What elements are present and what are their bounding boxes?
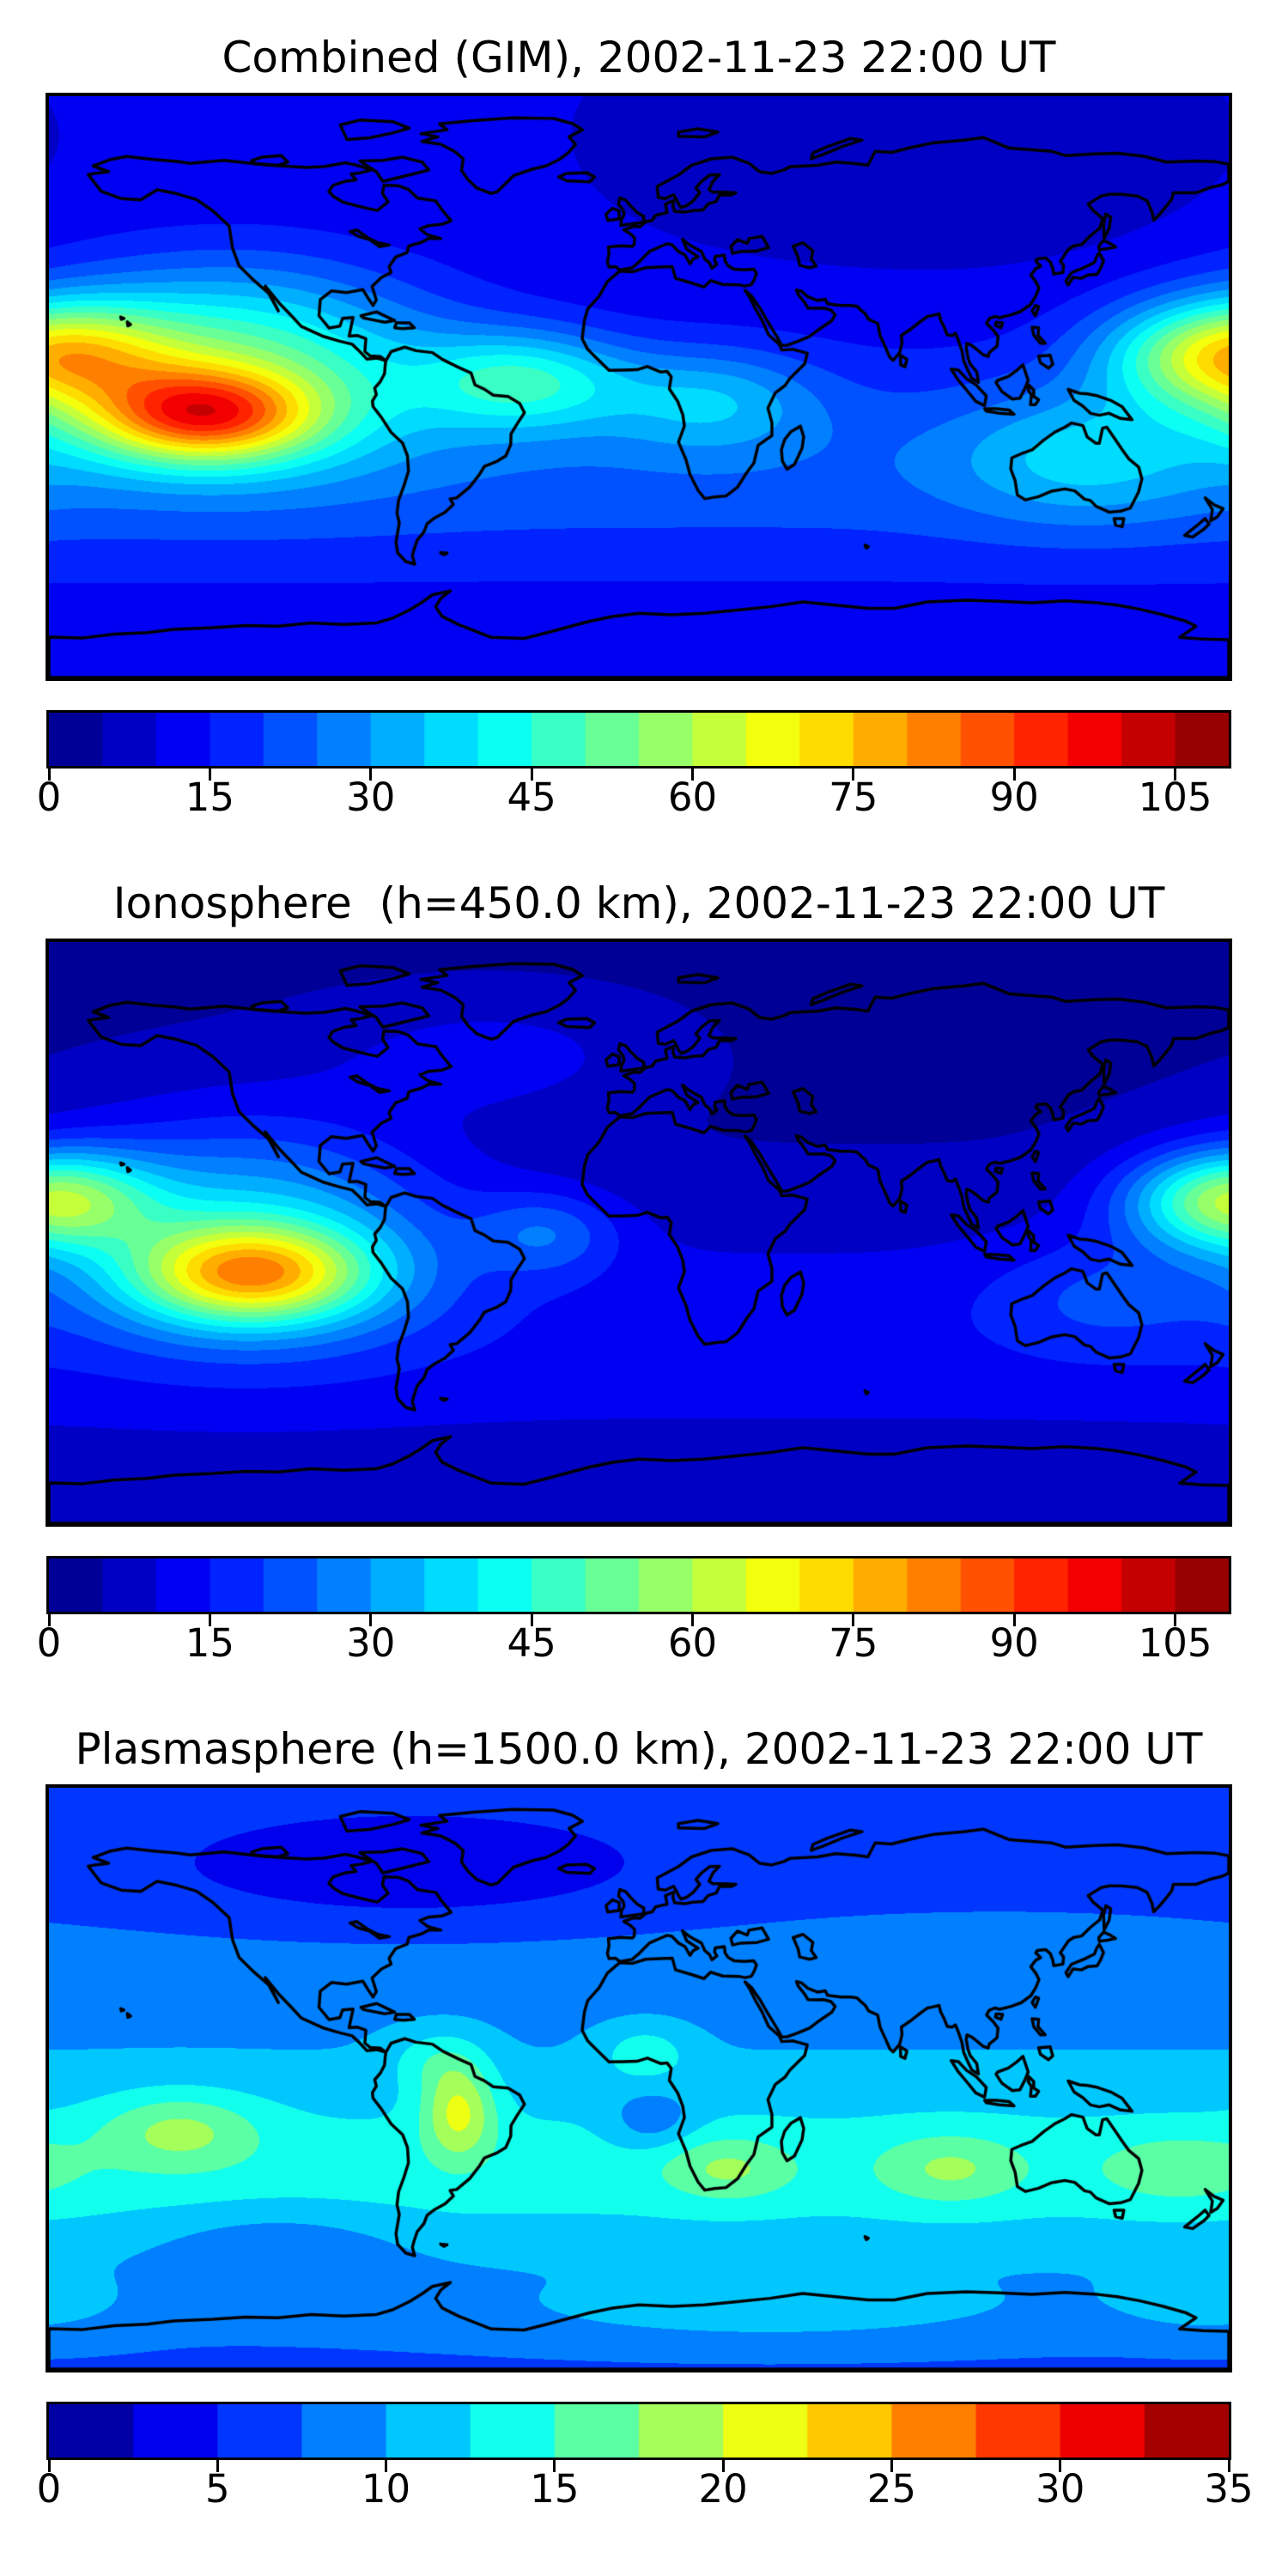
colorbar-canvas-combined-gim: [49, 713, 1229, 766]
colorbar-tick-label: 35: [1204, 2466, 1254, 2512]
colorbar-tick-labels-plasmasphere: 0 5 10 15 20 25 30 35: [37, 2466, 1254, 2520]
colorbar-tick: [530, 1612, 533, 1626]
panel-title-combined-gim: Combined (GIM), 2002-11-23 22:00 UT: [222, 33, 1056, 82]
colorbar-tick-labels-ionosphere: 0 15 30 45 60 75 90 105: [37, 1620, 1229, 1674]
colorbar-tick: [208, 766, 211, 781]
colorbar-tick: [690, 1612, 694, 1626]
colorbar-tick-label: 30: [346, 1620, 396, 1666]
colorbar-tick: [1059, 2458, 1062, 2472]
colorbar-tick-label: 15: [185, 1620, 234, 1666]
map-canvas-ionosphere: [49, 942, 1229, 1523]
colorbar-tick-label: 105: [1138, 1620, 1212, 1666]
colorbar-tick: [208, 1612, 211, 1626]
colorbar-tick-label: 45: [507, 775, 556, 820]
colorbar-tick: [1012, 766, 1016, 781]
panel-combined-gim: Combined (GIM), 2002-11-23 22:00 UT 0 15 3…: [0, 0, 1288, 846]
colorbar-tick: [369, 766, 373, 781]
colorbar-tick: [1012, 1612, 1016, 1626]
colorbar-tick-label: 0: [36, 1620, 62, 1666]
map-combined-gim: [46, 93, 1232, 681]
colorbar-tick: [553, 2458, 556, 2472]
colorbar-tick: [690, 766, 694, 781]
map-canvas-combined-gim: [49, 96, 1229, 677]
colorbar-tick-label: 10: [361, 2466, 411, 2512]
colorbar-tick-label: 60: [667, 1620, 718, 1666]
colorbar-tick-label: 5: [204, 2466, 230, 2512]
panel-ionosphere: Ionosphere (h=450.0 km), 2002-11-23 22:0…: [0, 846, 1288, 1692]
colorbar-canvas-plasmasphere: [49, 2404, 1229, 2458]
colorbar-tick-label: 15: [185, 775, 234, 820]
colorbar-tick: [530, 766, 533, 781]
panel-plasmasphere: Plasmasphere (h=1500.0 km), 2002-11-23 2…: [0, 1692, 1288, 2537]
colorbar-tick-labels-combined-gim: 0 15 30 45 60 75 90 105: [37, 775, 1229, 829]
colorbar-tick: [1174, 766, 1177, 781]
colorbar-tick-label: 105: [1138, 775, 1212, 820]
colorbar-tick: [216, 2458, 219, 2472]
colorbar-tick: [47, 1612, 51, 1626]
colorbar-tick-label: 75: [829, 1620, 878, 1666]
colorbar-tick-label: 0: [36, 775, 62, 820]
colorbar-combined-gim: [46, 710, 1231, 781]
colorbar-canvas-ionosphere: [49, 1558, 1229, 1612]
colorbar-tick-label: 25: [866, 2466, 917, 2512]
colorbar-tick-label: 45: [507, 1620, 556, 1666]
colorbar-tick-label: 20: [698, 2466, 748, 2512]
colorbar-tick: [385, 2458, 388, 2472]
colorbar-tick: [852, 1612, 855, 1626]
colorbar-tick-label: 90: [989, 1620, 1039, 1666]
colorbar-tick: [369, 1612, 373, 1626]
colorbar-tick-label: 0: [36, 2466, 62, 2512]
map-canvas-plasmasphere: [49, 1788, 1229, 2369]
colorbar-plasmasphere: [46, 2402, 1231, 2472]
colorbar-tick: [852, 766, 855, 781]
panel-title-ionosphere: Ionosphere (h=450.0 km), 2002-11-23 22:0…: [112, 878, 1165, 928]
map-plasmasphere: [46, 1784, 1232, 2372]
colorbar-tick-label: 30: [1036, 2466, 1085, 2512]
colorbar-tick-label: 15: [530, 2466, 580, 2512]
colorbar-tick-label: 30: [346, 775, 396, 820]
colorbar-tick: [1227, 2458, 1230, 2472]
colorbar-tick: [47, 766, 51, 781]
colorbar-tick: [47, 2458, 51, 2472]
colorbar-tick-label: 60: [667, 775, 718, 820]
map-ionosphere: [46, 939, 1232, 1527]
colorbar-tick-label: 75: [829, 775, 878, 820]
colorbar-ionosphere: [46, 1556, 1231, 1626]
colorbar-tick-label: 90: [989, 775, 1039, 820]
colorbar-tick: [1174, 1612, 1177, 1626]
panel-title-plasmasphere: Plasmasphere (h=1500.0 km), 2002-11-23 2…: [75, 1724, 1203, 1774]
colorbar-tick: [721, 2458, 725, 2472]
colorbar-tick: [890, 2458, 893, 2472]
